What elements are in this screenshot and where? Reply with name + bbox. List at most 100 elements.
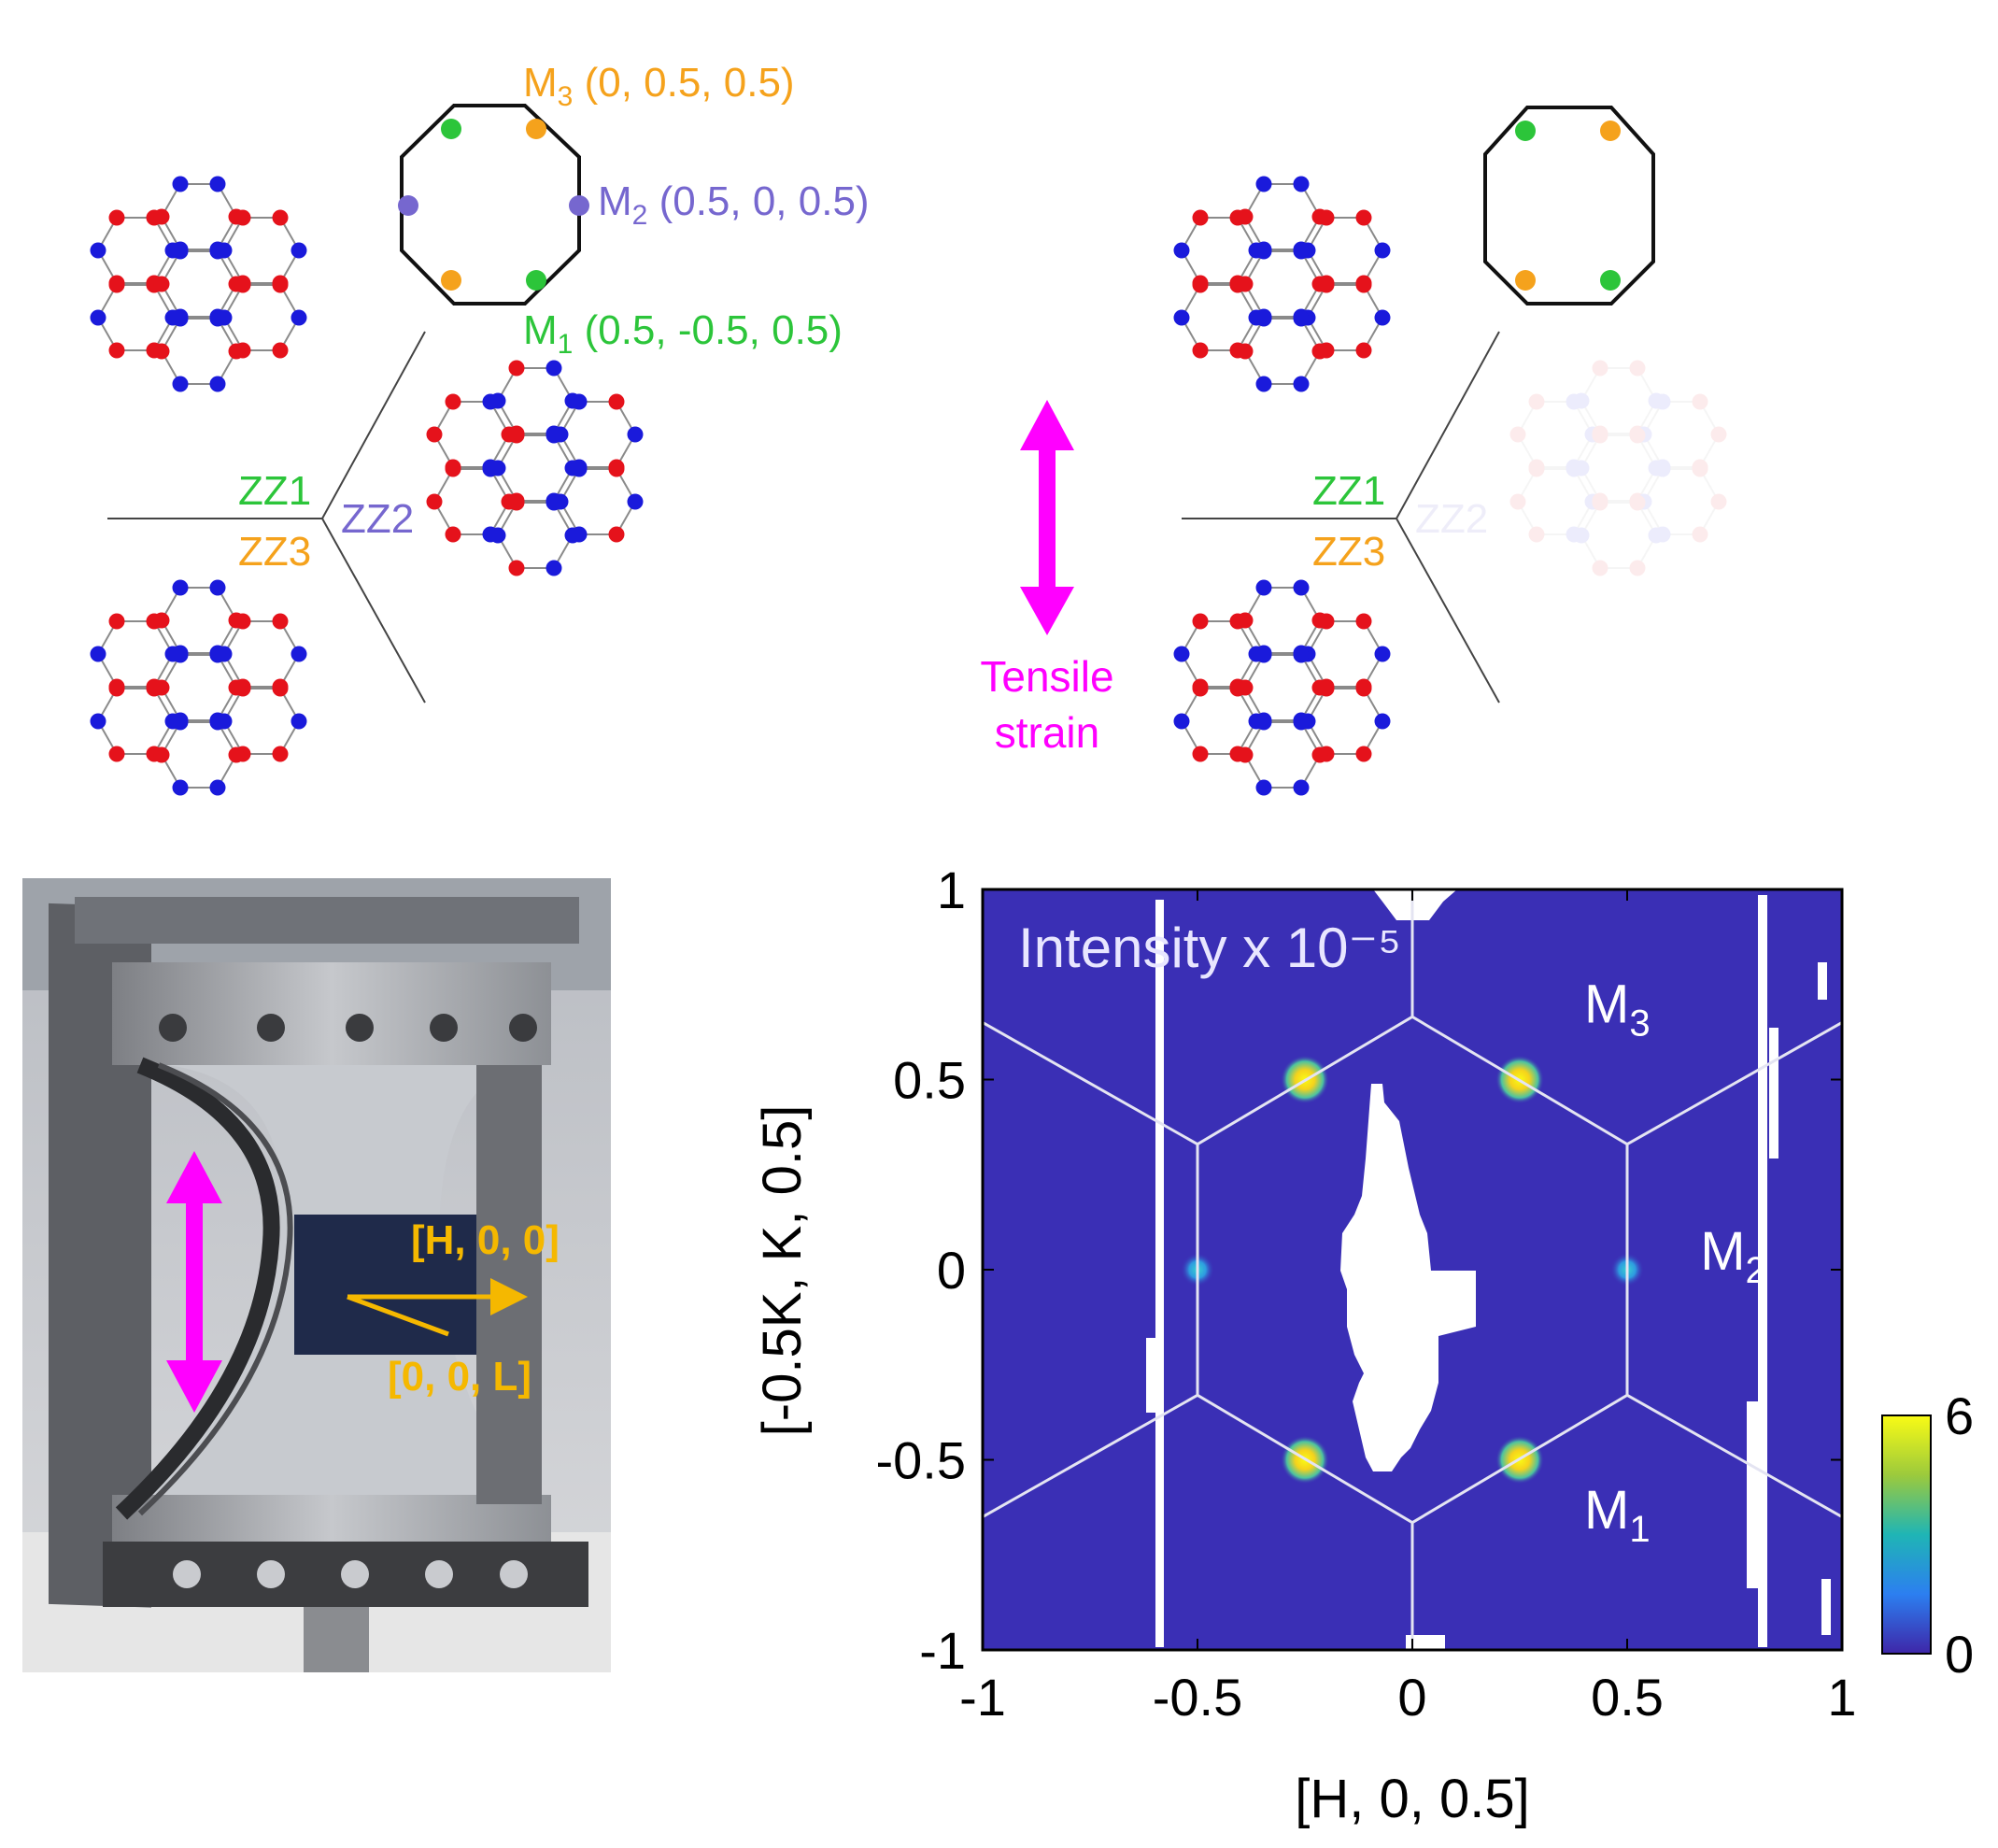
left-zigzag-diagram: M3 (0, 0.5, 0.5) M2 (0.5, 0, 0.5) M1 (0.… — [90, 60, 870, 796]
zone-boundary — [1626, 1394, 1843, 1518]
spin-site — [1255, 714, 1272, 731]
y-tick-label: -0.5 — [876, 1431, 967, 1490]
zone-boundary — [1197, 1394, 1413, 1524]
spin-site — [209, 243, 226, 260]
spin-site — [1636, 426, 1652, 443]
honeycomb-domain-zz1 — [90, 176, 307, 392]
m3-point — [1600, 121, 1621, 141]
m1-point — [1515, 121, 1536, 141]
zone-boundary — [982, 1394, 1198, 1518]
spin-site — [1592, 427, 1608, 444]
spin-site — [608, 461, 625, 477]
chart-title: Intensity x 10⁻⁵ — [1018, 917, 1401, 979]
spin-site — [445, 526, 461, 543]
spin-site — [508, 427, 525, 444]
spin-site — [1592, 425, 1608, 442]
spin-site — [1311, 343, 1328, 360]
spin-site — [1710, 426, 1727, 443]
m2-point — [398, 195, 418, 216]
spin-site — [1192, 209, 1209, 226]
bond — [1580, 434, 1601, 469]
honeycomb-domain-zz1 — [1173, 176, 1391, 392]
spin-site — [1566, 461, 1582, 477]
spin-site — [1528, 459, 1545, 476]
spin-site — [1374, 242, 1391, 259]
spin-site — [1355, 613, 1372, 630]
bond — [1643, 468, 1664, 503]
spin-site — [1566, 393, 1582, 410]
spin-site — [108, 680, 125, 697]
spin-site — [564, 527, 581, 544]
spin-site — [209, 376, 226, 392]
m3-point — [526, 119, 546, 139]
m1-point — [526, 270, 546, 291]
domain-divider-line — [321, 331, 426, 519]
spin-site — [1318, 613, 1335, 630]
spin-site — [1692, 526, 1708, 543]
spin-site — [1293, 779, 1310, 796]
spin-site — [90, 646, 106, 662]
spin-site — [1648, 460, 1665, 476]
spin-site — [172, 243, 189, 260]
spin-site — [1293, 243, 1310, 260]
bond — [1637, 534, 1657, 569]
spin-site — [608, 393, 625, 410]
spin-site — [426, 493, 443, 510]
spin-site — [1237, 343, 1254, 360]
spin-site — [108, 342, 125, 359]
bond — [1580, 367, 1601, 402]
spin-site — [1311, 746, 1328, 763]
strain-device-photo: [H, 0, 0] [0, 0, L] — [22, 878, 611, 1672]
spin-site — [1255, 243, 1272, 260]
m2-point — [569, 195, 589, 216]
spin-site — [172, 176, 189, 192]
spin-site — [1255, 779, 1272, 796]
spin-site — [1592, 360, 1608, 377]
spin-site — [234, 613, 251, 630]
zone-boundary — [1411, 1016, 1628, 1145]
x-tick-label: 0 — [1397, 1668, 1426, 1727]
spin-site — [1293, 579, 1310, 596]
masked-region — [1146, 889, 1831, 1650]
colorbar-min-label: 0 — [1945, 1625, 1974, 1684]
spin-site — [546, 427, 562, 444]
spin-site — [209, 647, 226, 663]
y-tick-label: 0.5 — [893, 1051, 966, 1110]
spin-site — [1573, 460, 1590, 476]
bond — [1573, 468, 1594, 503]
bond — [1699, 434, 1720, 468]
spin-site — [1528, 461, 1545, 477]
domain-divider-line — [1396, 331, 1500, 519]
honeycomb-domain-zz2 — [426, 360, 644, 576]
spin-site — [1374, 646, 1391, 662]
spin-site — [234, 277, 251, 293]
spin-site — [1355, 277, 1372, 293]
spin-site — [1592, 494, 1608, 511]
brillouin-zone-left — [398, 104, 589, 306]
spin-site — [627, 426, 644, 443]
m3-point — [441, 270, 461, 291]
spin-site — [1293, 176, 1310, 192]
m1-point — [441, 119, 461, 139]
spin-site — [489, 460, 506, 476]
spin-site — [489, 527, 506, 544]
x-axis-label: [H, 0, 0.5] — [1295, 1769, 1529, 1829]
bond — [1517, 401, 1537, 435]
spin-site — [627, 493, 644, 510]
spin-site — [1692, 393, 1708, 410]
y-tick-label: -1 — [919, 1621, 966, 1680]
bond — [1699, 468, 1720, 503]
zz1-label: ZZ1 — [238, 468, 311, 514]
zone-boundary — [982, 1021, 1198, 1145]
spin-site — [1237, 208, 1254, 225]
spin-site — [1692, 459, 1708, 476]
spin-site — [1318, 209, 1335, 226]
spin-site — [1692, 461, 1708, 477]
bond — [1573, 401, 1594, 435]
m1-label: M1 (0.5, -0.5, 0.5) — [523, 307, 843, 360]
spin-site — [571, 461, 588, 477]
brillouin-zone-right — [1483, 106, 1655, 306]
spin-site — [508, 360, 525, 377]
spin-site — [546, 360, 562, 377]
